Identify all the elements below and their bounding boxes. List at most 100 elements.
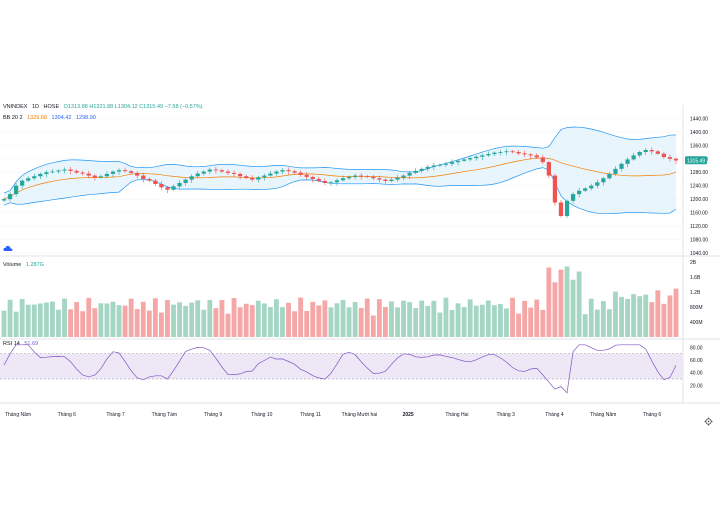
candle-body (546, 162, 551, 176)
bb-name: BB 20 2 (3, 115, 23, 121)
candle-body (244, 176, 249, 178)
volume-bar (358, 307, 364, 337)
volume-bar (62, 298, 67, 337)
candle-body (231, 172, 237, 174)
volume-value: 1.287G (25, 262, 44, 268)
candle-body (637, 152, 642, 156)
candle-body (346, 176, 352, 179)
candle-body (189, 176, 194, 180)
volume-bar (510, 297, 515, 337)
bb-basis-line (3, 157, 677, 200)
volume-bar (177, 302, 182, 337)
symbol-label[interactable]: VNINDEX (3, 104, 28, 110)
price-tick-label: 1360.00 (690, 143, 708, 149)
bb-lower-value: 1298.90 (75, 115, 96, 121)
volume-bar (140, 301, 146, 337)
rsi-tick-label: 60.00 (690, 358, 703, 364)
candle-body (219, 170, 225, 172)
volume-bar (570, 279, 576, 337)
volume-bar (582, 314, 588, 337)
candle-body (431, 165, 436, 167)
volume-bar (637, 296, 643, 337)
candle-body (98, 176, 103, 178)
volume-bar (546, 267, 552, 337)
candle-body (183, 179, 188, 183)
volume-bar (68, 309, 74, 337)
volume-bar (661, 303, 667, 337)
candle-body (104, 173, 110, 177)
volume-bar (7, 299, 13, 337)
candle-body (570, 194, 576, 201)
price-tick-label: 1080.00 (690, 238, 708, 244)
candle-body (643, 150, 648, 153)
price-tick-label: 1400.00 (690, 130, 708, 136)
candle-body (407, 172, 412, 176)
volume-tick-label: 2B (690, 260, 697, 266)
volume-bar (292, 311, 298, 337)
volume-bar (522, 300, 528, 337)
candle-body (237, 173, 243, 177)
price-tick-label: 1160.00 (690, 211, 708, 217)
candle-body (461, 159, 467, 161)
volume-bar (110, 301, 116, 337)
price-badge (685, 156, 707, 165)
volume-bar (437, 312, 443, 337)
candle-body (564, 200, 570, 216)
volume-bar (249, 305, 255, 337)
chart-canvas[interactable]: 1040.00 1080.00 1120.00 1160.00 1200.00 1240.… (0, 105, 720, 430)
rsi-legend[interactable]: RSI 14 51.69 (3, 341, 41, 347)
volume-name: Volume (3, 262, 22, 268)
time-tick-label: Tháng Tám (152, 412, 177, 418)
volume-tick-label: 400M (690, 320, 703, 326)
candle-body (280, 170, 285, 172)
candle-body (322, 180, 327, 183)
candle-body (274, 171, 279, 174)
volume-tick-label: 1.2B (690, 290, 701, 296)
volume-bar (74, 302, 80, 337)
volume-bar (407, 302, 413, 337)
candle-body (153, 180, 158, 184)
volume-bar (528, 307, 534, 337)
candle-body (474, 156, 479, 159)
bb-legend[interactable]: BB 20 2 1329.68 1304.42 1298.90 (3, 115, 99, 121)
volume-legend[interactable]: Volume 1.287G (3, 262, 47, 268)
candle-body (250, 177, 255, 180)
volume-bar (552, 282, 558, 337)
volume-bar (352, 301, 358, 337)
candle-body (389, 179, 394, 181)
volume-bar (225, 313, 231, 337)
volume-bar (558, 269, 564, 337)
candle-body (262, 175, 267, 178)
volume-bar (243, 303, 249, 337)
gear-icon[interactable] (704, 417, 713, 426)
volume-bar (516, 313, 522, 337)
volume-bar (189, 302, 195, 337)
candle-body (528, 154, 533, 156)
volume-bar (540, 309, 546, 337)
candle-body (480, 155, 485, 157)
rsi-name: RSI 14 (3, 341, 20, 347)
candle-body (449, 162, 455, 164)
volume-bar (594, 309, 600, 337)
cloud-logo-icon[interactable] (3, 245, 13, 252)
interval-label[interactable]: 1D (31, 104, 40, 110)
candle-body (268, 173, 273, 176)
volume-bar (443, 297, 449, 337)
candle-body (589, 185, 594, 189)
volume-bar (31, 304, 37, 337)
time-tick-label: Tháng 9 (204, 412, 223, 418)
candle-body (377, 178, 382, 180)
time-tick-label: Tháng Năm (5, 412, 31, 418)
candle-body (298, 172, 303, 175)
volume-bar (146, 310, 152, 337)
volume-bar (274, 299, 279, 337)
candle-body (595, 182, 600, 186)
volume-bar (491, 305, 497, 337)
price-badge-label: 1315.49 (687, 158, 705, 164)
volume-bar (655, 290, 661, 337)
candle-body (486, 154, 491, 156)
candle-body (425, 166, 430, 169)
volume-bar (37, 303, 43, 337)
candle-body (62, 169, 67, 171)
rsi-tick-label: 40.00 (690, 371, 703, 377)
